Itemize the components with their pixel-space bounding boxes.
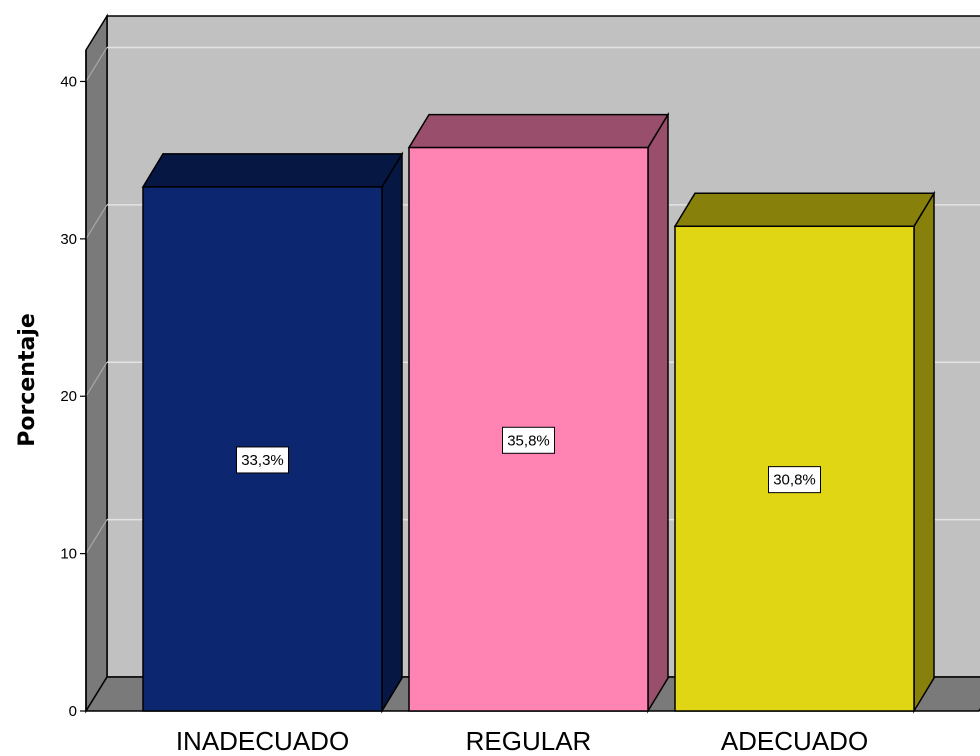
bar-side: [647, 111, 669, 714]
y-axis: 0 10 20 30 40: [60, 50, 87, 720]
data-label: 30,8%: [773, 472, 816, 489]
bar-top: [673, 192, 936, 228]
data-label-box: [768, 466, 821, 494]
x-tick-label: ADECUADO: [721, 726, 868, 756]
bar-top: [407, 113, 670, 149]
y-tick-label: 20: [60, 388, 77, 405]
gridline-side: [85, 519, 108, 554]
y-tick-label: 30: [60, 231, 77, 248]
data-label: 35,8%: [507, 432, 550, 449]
y-tick-label: 0: [69, 703, 77, 720]
data-label: 33,3%: [241, 452, 284, 469]
bars: [141, 111, 936, 714]
data-label-box: [236, 446, 289, 474]
x-tick-label: INADECUADO: [176, 726, 349, 756]
y-axis-label: Porcentaje: [15, 313, 40, 447]
y-tick-label: 10: [60, 546, 77, 563]
gridline-side: [85, 47, 108, 82]
gridline-side: [85, 204, 108, 240]
bar-side: [381, 151, 403, 714]
bar-side: [913, 190, 935, 714]
bar-top: [141, 153, 404, 188]
x-tick-label: REGULAR: [466, 726, 592, 756]
gridline-side: [85, 361, 108, 397]
labels: 33,3% INADECUADO 35,8% REGULAR 30,8% ADECUADO: [176, 426, 868, 756]
y-tick-label: 40: [60, 73, 77, 90]
side-wall: [85, 13, 108, 714]
data-label-box: [502, 426, 555, 454]
